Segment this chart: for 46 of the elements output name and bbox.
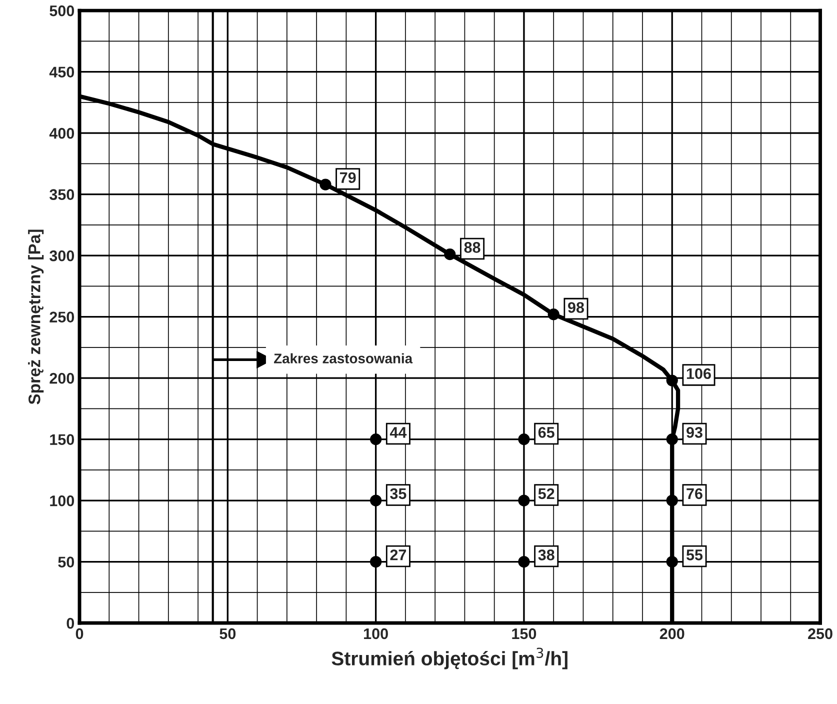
y-tick-label: 250: [50, 312, 74, 322]
x-tick-label: 0: [76, 628, 84, 640]
point: [666, 556, 678, 568]
x-tick-label: 200: [660, 628, 684, 640]
annotation: 35: [390, 488, 406, 500]
y-tick-label: 500: [50, 5, 74, 16]
annotation: 38: [538, 550, 554, 560]
annotation: 98: [568, 302, 584, 313]
x-tick-label: 100: [364, 628, 388, 640]
point: [518, 556, 530, 568]
annotation: 76: [686, 488, 702, 500]
y-tick-label: 100: [50, 495, 74, 506]
x-tick-label: 50: [220, 628, 236, 640]
annotation: 65: [538, 427, 554, 438]
annotation: 79: [340, 172, 356, 184]
y-tick-label: 0: [66, 618, 74, 629]
annotation: 27: [390, 550, 406, 560]
point: [666, 494, 678, 506]
x-axis-title: Strumień objętości [m$^{3}$/h]: [332, 648, 568, 670]
point: [370, 433, 382, 446]
point: [548, 308, 560, 320]
y-tick-label: 450: [49, 66, 74, 78]
point: [666, 374, 678, 386]
point: [518, 494, 530, 506]
y-axis-title: Spręż zewnętrzny [Pa]: [28, 230, 44, 404]
point: [666, 433, 678, 446]
annotation: 44: [390, 427, 407, 438]
y-tick-label: 200: [50, 372, 74, 384]
annotation: 106: [686, 368, 711, 380]
annotation: 55: [686, 550, 703, 560]
point: [444, 248, 456, 260]
annotation: 93: [686, 427, 702, 438]
y-tick-label: 50: [58, 556, 74, 568]
y-tick-label: 350: [50, 189, 74, 200]
y-tick-label: 300: [50, 250, 74, 262]
point: [320, 178, 332, 190]
point: [518, 433, 530, 446]
point: [370, 494, 382, 506]
point: [370, 556, 382, 568]
annotation: Zakres zastosowania: [274, 353, 413, 364]
annotation: 52: [538, 488, 554, 500]
x-tick-label: 150: [512, 628, 536, 640]
y-tick-label: 150: [50, 434, 74, 445]
x-tick-label: 250: [808, 628, 832, 640]
annotation: 88: [464, 242, 480, 253]
y-tick-label: 400: [49, 128, 74, 139]
